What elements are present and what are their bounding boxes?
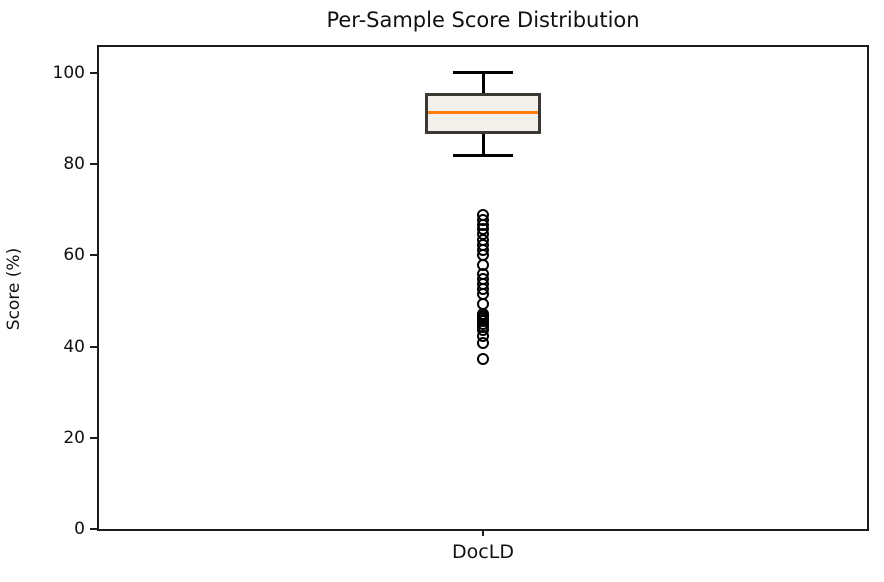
outlier-point xyxy=(477,353,489,366)
chart-title: Per-Sample Score Distribution xyxy=(326,8,640,32)
y-tick-value: 60 xyxy=(63,245,85,266)
plot-area: 0 20 40 60 80 100 xyxy=(53,45,869,539)
outlier-point xyxy=(477,337,489,350)
y-tick-mark xyxy=(90,345,97,348)
y-tick-mark xyxy=(90,254,97,257)
y-tick-mark xyxy=(90,163,97,166)
upper-whisker-cap xyxy=(453,71,513,75)
y-tick-mark xyxy=(90,528,97,530)
upper-whisker xyxy=(481,72,485,93)
y-tick-value: 20 xyxy=(63,427,85,448)
y-tick-value: 40 xyxy=(63,336,85,357)
y-tick-value: 100 xyxy=(52,62,85,83)
lower-whisker-cap xyxy=(453,153,513,157)
y-tick-mark xyxy=(90,436,97,439)
y-tick-value: 80 xyxy=(63,154,85,175)
y-axis-label: Score (%) xyxy=(4,247,24,331)
lower-whisker xyxy=(481,134,485,156)
median-line xyxy=(428,110,538,114)
y-tick-value: 0 xyxy=(74,519,85,539)
y-tick-mark xyxy=(90,71,97,74)
x-tick-mark xyxy=(482,529,484,536)
x-tick-label: DocLD xyxy=(452,541,514,563)
